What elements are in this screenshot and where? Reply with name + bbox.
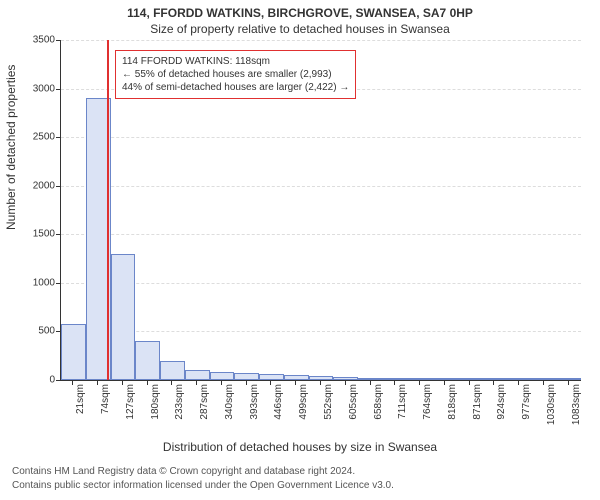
histogram-bar: [432, 378, 457, 380]
xtick-mark: [72, 380, 73, 385]
xtick-label: 74sqm: [100, 384, 111, 434]
xtick-mark: [270, 380, 271, 385]
x-axis-label: Distribution of detached houses by size …: [0, 440, 600, 454]
xtick-mark: [246, 380, 247, 385]
ytick-label: 2500: [15, 132, 55, 143]
xtick-mark: [97, 380, 98, 385]
xtick-label: 393sqm: [249, 384, 260, 434]
xtick-mark: [469, 380, 470, 385]
histogram-bar: [234, 373, 259, 380]
xtick-label: 924sqm: [496, 384, 507, 434]
xtick-mark: [419, 380, 420, 385]
xtick-label: 21sqm: [75, 384, 86, 434]
histogram-bar: [259, 374, 284, 380]
xtick-mark: [295, 380, 296, 385]
xtick-label: 340sqm: [224, 384, 235, 434]
xtick-label: 764sqm: [422, 384, 433, 434]
gridline-h: [61, 234, 581, 235]
xtick-label: 499sqm: [298, 384, 309, 434]
gridline-h: [61, 40, 581, 41]
ytick-label: 3500: [15, 35, 55, 46]
ytick-label: 500: [15, 326, 55, 337]
xtick-label: 711sqm: [397, 384, 408, 434]
xtick-mark: [345, 380, 346, 385]
xtick-mark: [320, 380, 321, 385]
xtick-label: 127sqm: [125, 384, 136, 434]
histogram-bar: [333, 377, 358, 380]
xtick-mark: [493, 380, 494, 385]
annotation-box: 114 FFORDD WATKINS: 118sqm ← 55% of deta…: [115, 50, 356, 99]
xtick-mark: [444, 380, 445, 385]
xtick-label: 1030sqm: [546, 384, 557, 434]
histogram-bar: [185, 370, 210, 380]
ytick-label: 1500: [15, 229, 55, 240]
xtick-label: 287sqm: [199, 384, 210, 434]
ytick-mark: [56, 137, 61, 138]
chart-title-line1: 114, FFORDD WATKINS, BIRCHGROVE, SWANSEA…: [0, 6, 600, 20]
ytick-label: 1000: [15, 277, 55, 288]
ytick-mark: [56, 283, 61, 284]
xtick-label: 818sqm: [447, 384, 458, 434]
xtick-mark: [171, 380, 172, 385]
histogram-bar: [358, 378, 383, 380]
xtick-label: 180sqm: [150, 384, 161, 434]
histogram-bar: [135, 341, 160, 380]
histogram-bar: [457, 378, 482, 380]
xtick-mark: [518, 380, 519, 385]
annotation-line-3: 44% of semi-detached houses are larger (…: [122, 81, 349, 94]
xtick-label: 977sqm: [521, 384, 532, 434]
xtick-mark: [147, 380, 148, 385]
xtick-mark: [221, 380, 222, 385]
xtick-mark: [370, 380, 371, 385]
annotation-line-1: 114 FFORDD WATKINS: 118sqm: [122, 55, 349, 68]
gridline-h: [61, 186, 581, 187]
xtick-label: 552sqm: [323, 384, 334, 434]
histogram-bar: [556, 378, 581, 380]
ytick-mark: [56, 89, 61, 90]
gridline-h: [61, 137, 581, 138]
xtick-mark: [568, 380, 569, 385]
ytick-mark: [56, 40, 61, 41]
xtick-label: 446sqm: [273, 384, 284, 434]
xtick-label: 871sqm: [472, 384, 483, 434]
xtick-mark: [196, 380, 197, 385]
histogram-bar: [61, 324, 86, 380]
gridline-h: [61, 283, 581, 284]
ytick-label: 0: [15, 375, 55, 386]
xtick-mark: [543, 380, 544, 385]
histogram-bar: [160, 361, 185, 380]
annotation-line-2: ← 55% of detached houses are smaller (2,…: [122, 68, 349, 81]
ytick-label: 3000: [15, 83, 55, 94]
xtick-label: 1083sqm: [571, 384, 582, 434]
property-marker-line: [107, 40, 109, 380]
footer-line-1: Contains HM Land Registry data © Crown c…: [12, 466, 355, 477]
xtick-label: 658sqm: [373, 384, 384, 434]
histogram-bar: [111, 254, 136, 380]
histogram-bar: [210, 372, 235, 380]
ytick-mark: [56, 234, 61, 235]
xtick-mark: [394, 380, 395, 385]
footer-line-2: Contains public sector information licen…: [12, 480, 394, 491]
ytick-label: 2000: [15, 180, 55, 191]
chart-title-line2: Size of property relative to detached ho…: [0, 22, 600, 36]
ytick-mark: [56, 380, 61, 381]
xtick-label: 605sqm: [348, 384, 359, 434]
ytick-mark: [56, 186, 61, 187]
xtick-mark: [122, 380, 123, 385]
histogram-bar: [531, 378, 556, 380]
xtick-label: 233sqm: [174, 384, 185, 434]
gridline-h: [61, 331, 581, 332]
